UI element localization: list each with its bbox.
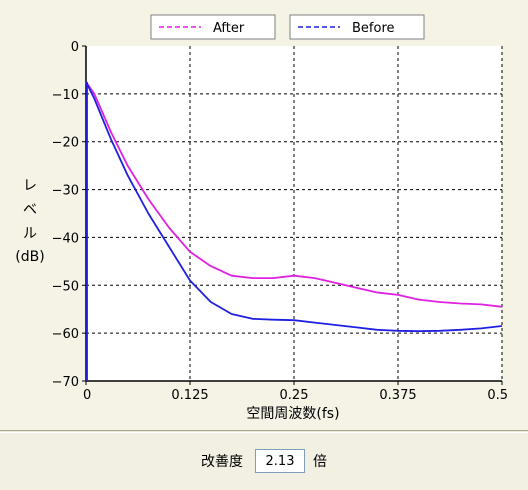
y-tick-label: −70 bbox=[52, 375, 79, 390]
y-tick-label: −30 bbox=[52, 184, 79, 199]
improvement-row: 改善度 2.13 倍 bbox=[0, 449, 528, 473]
y-tick-label: −60 bbox=[52, 327, 79, 342]
legend-label: Before bbox=[352, 21, 395, 36]
y-axis-label-part: ル bbox=[23, 226, 37, 242]
y-tick-label: 0 bbox=[71, 40, 79, 55]
x-tick-label: 0.25 bbox=[280, 388, 309, 403]
x-tick-label: 0 bbox=[83, 388, 91, 403]
y-axis-label-part: ベ bbox=[23, 202, 37, 218]
legend-item-after: After bbox=[150, 14, 276, 40]
x-tick-label: 0.375 bbox=[379, 388, 416, 403]
y-tick-label: −10 bbox=[52, 88, 79, 103]
y-axis-label-part: (dB) bbox=[15, 249, 44, 265]
series-line-before bbox=[85, 81, 503, 333]
x-tick-label: 0.125 bbox=[171, 388, 208, 403]
x-tick-label: 0.5 bbox=[487, 388, 508, 403]
y-axis-label-part: レ bbox=[23, 178, 37, 194]
y-tick-label: −20 bbox=[52, 136, 79, 151]
legend-box bbox=[289, 14, 425, 40]
y-tick-label: −50 bbox=[52, 279, 79, 294]
improvement-panel: 改善度 2.13 倍 bbox=[0, 432, 528, 490]
legend-label: After bbox=[213, 21, 245, 36]
improvement-unit: 倍 bbox=[313, 454, 327, 470]
x-axis-label: 空間周波数(fs) bbox=[246, 406, 339, 422]
y-tick-label: −40 bbox=[52, 231, 79, 246]
series-line-after bbox=[85, 81, 503, 308]
improvement-value-field: 2.13 bbox=[255, 449, 305, 473]
legend-item-before: Before bbox=[289, 14, 425, 40]
chart-panel: 0 −10 −20 −30 −40 −50 −60 −70 0 0.125 0.25 0.375 0.5… bbox=[0, 0, 528, 431]
improvement-label: 改善度 bbox=[201, 454, 243, 470]
frequency-response-chart: 0 −10 −20 −30 −40 −50 −60 −70 0 0.125 0.25 0.375 0.5… bbox=[15, 14, 508, 422]
